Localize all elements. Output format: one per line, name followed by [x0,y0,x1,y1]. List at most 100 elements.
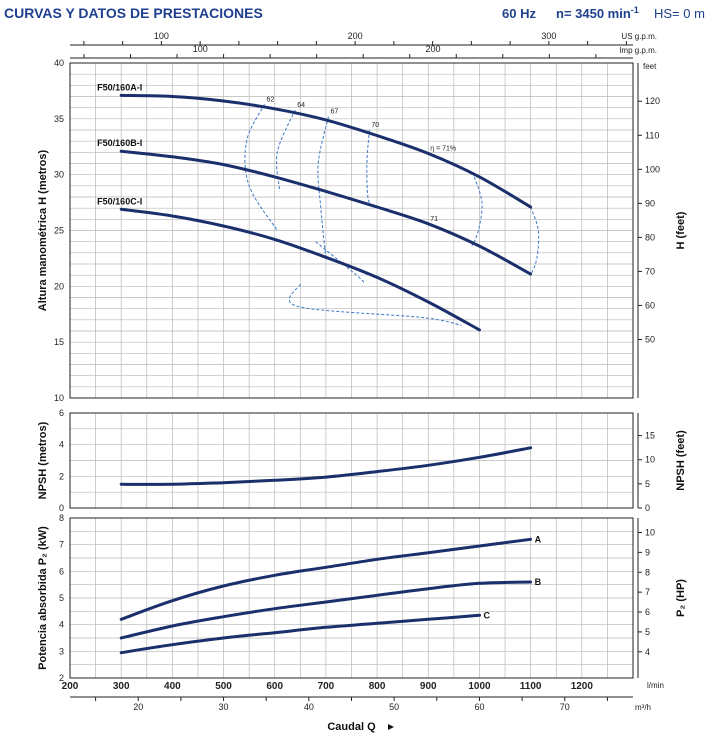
right-tick-label: 50 [645,334,655,344]
y-axis-label: NPSH (metros) [37,421,49,499]
power-curve-label: A [535,534,542,544]
right-tick-label: 8 [645,567,650,577]
right-tick-label: 100 [645,164,660,174]
y-tick-label: 3 [59,646,64,656]
right-tick-label: 120 [645,96,660,106]
efficiency-label: 70 [371,122,379,129]
right-tick-label: 5 [645,627,650,637]
efficiency-curve [244,104,278,231]
y-tick-label: 2 [59,471,64,481]
x-tick-label: 500 [215,681,232,692]
head-curve [119,149,533,276]
y-tick-label: 5 [59,593,64,603]
y-axis-label-right: NPSH (feet) [675,430,687,491]
y-tick-label: 20 [54,281,64,291]
m3h-tick-label: 60 [474,702,484,712]
y-tick-label: 4 [59,620,64,630]
m3h-tick-label: 20 [133,702,143,712]
hs-label: HS= 0 m [654,6,705,21]
us-gpm-tick-label: 200 [348,31,363,41]
right-tick-label: 0 [645,503,650,513]
y-tick-label: 10 [54,393,64,403]
x-unit-label: l/min [647,681,664,690]
right-tick-label: 4 [645,647,650,657]
m3h-unit-label: m³/h [635,703,651,712]
y-tick-label: 4 [59,440,64,450]
npsh-curve [119,446,533,486]
head-panel: 10 15 20 25 30 35 40 50 60 70 80 90 100 110 120 feet Alt… [37,58,687,403]
efficiency-curve [317,116,329,259]
x-axis-arrow-icon [388,724,394,730]
right-tick-label: 70 [645,266,655,276]
x-tick-label: 1000 [468,681,491,692]
efficiency-curve [288,283,462,326]
x-tick-label: 800 [369,681,386,692]
power-panel: 2 3 4 5 6 7 8 4 5 6 7 8 9 10 Potencia absorbida P₂ (kW… [37,513,687,683]
y-tick-label: 0 [59,503,64,513]
y-tick-label: 25 [54,226,64,236]
x-tick-label: 300 [113,681,130,692]
panel-frame [69,517,634,679]
right-tick-label: 9 [645,547,650,557]
x-tick-label: 900 [420,681,437,692]
y-tick-label: 8 [59,513,64,523]
top-axes: 100 200 300 US g.p.m. 100 200 Imp g.p.m. [70,31,657,59]
y-axis-label-right: P₂ (HP) [675,579,687,617]
right-tick-label: 10 [645,527,655,537]
speed-label: n= 3450 min-1 [556,5,639,21]
imp-gpm-tick-label: 100 [193,44,208,54]
efficiency-label: 67 [330,109,338,116]
power-curve [119,580,533,640]
right-tick-label: 15 [645,431,655,441]
m3h-tick-label: 40 [304,702,314,712]
right-tick-label: 10 [645,455,655,465]
power-curve [119,613,481,655]
power-curve [119,537,533,621]
x-axis-label: Caudal Q [327,721,376,733]
us-gpm-tick-label: 100 [154,31,169,41]
panel-frame [69,412,634,509]
efficiency-curve [315,241,365,284]
page-title: CURVAS Y DATOS DE PRESTACIONES [4,5,263,21]
power-curve-label: C [483,610,490,620]
y-tick-label: 6 [59,566,64,576]
head-curve [119,93,533,209]
y-tick-label: 15 [54,337,64,347]
panel-frame [69,62,634,399]
us-gpm-tick-label: 300 [541,31,556,41]
right-tick-label: 80 [645,232,655,242]
x-tick-label: 700 [318,681,335,692]
right-tick-label: 60 [645,300,655,310]
x-tick-label: 600 [266,681,283,692]
right-tick-label: 7 [645,587,650,597]
efficiency-label: 71 [430,216,438,223]
efficiency-label: η = 71% [430,145,456,152]
x-tick-label: 1200 [571,681,594,692]
npsh-panel: 0 2 4 6 0 5 10 15 NPSH (metros) NPSH (feet) [37,408,687,513]
efficiency-label: 64 [297,102,305,109]
head-curve-label: F50/160A-I [97,82,142,92]
efficiency-curve [276,109,296,192]
right-tick-label: 6 [645,607,650,617]
efficiency-curve [366,129,373,207]
frequency-label: 60 Hz [502,6,536,21]
y-axis-label: Potencia absorbida P₂ (kW) [37,526,49,670]
imp-gpm-tick-label: 200 [425,44,440,54]
y-tick-label: 7 [59,540,64,550]
y-axis-label-right: H (feet) [675,211,687,249]
head-curve-label: F50/160B-I [97,138,142,148]
y-tick-label: 30 [54,170,64,180]
efficiency-label: 62 [266,96,274,103]
x-tick-label: 400 [164,681,181,692]
y-axis-label: Altura manométrica H (metros) [37,149,49,311]
power-curve-label: B [535,577,542,587]
imp-gpm-unit-label: Imp g.p.m. [619,46,657,55]
right-tick-label: 90 [645,198,655,208]
efficiency-curve [530,206,540,276]
m3h-tick-label: 30 [219,702,229,712]
right-unit-label: feet [643,62,657,71]
m3h-tick-label: 70 [560,702,570,712]
x-tick-label: 1100 [520,681,542,692]
y-tick-label: 40 [54,58,64,68]
